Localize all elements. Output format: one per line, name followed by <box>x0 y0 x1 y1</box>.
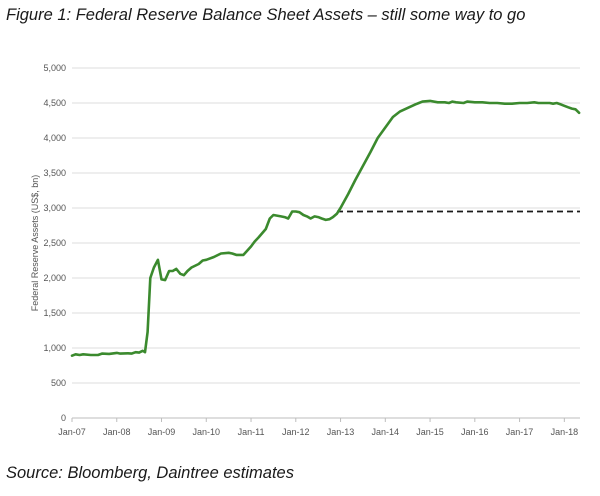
x-tick-label: Jan-14 <box>372 427 400 437</box>
x-tick-label: Jan-16 <box>461 427 489 437</box>
y-tick-label: 0 <box>61 413 66 423</box>
y-tick-label: 2,500 <box>43 238 66 248</box>
y-tick-label: 1,000 <box>43 343 66 353</box>
y-axis-title: Federal Reserve Assets (US$, bn) <box>30 175 40 312</box>
y-tick-label: 3,500 <box>43 168 66 178</box>
x-tick-label: Jan-08 <box>103 427 131 437</box>
figure-title: Figure 1: Federal Reserve Balance Sheet … <box>6 6 526 24</box>
y-tick-label: 5,000 <box>43 63 66 73</box>
x-tick-label: Jan-11 <box>238 427 265 437</box>
x-tick-labels: Jan-07 Jan-08 Jan-09 Jan-10 Jan-11 Jan-12 Jan-… <box>58 427 578 437</box>
y-tick-label: 2,000 <box>43 273 66 283</box>
y-tick-label: 1,500 <box>43 308 66 318</box>
x-tick-label: Jan-18 <box>551 427 579 437</box>
x-tick-label: Jan-12 <box>282 427 310 437</box>
y-tick-label: 4,000 <box>43 133 66 143</box>
x-tick-label: Jan-17 <box>506 427 534 437</box>
series-line-fed-assets <box>70 99 581 357</box>
y-tick-label: 4,500 <box>43 98 66 108</box>
x-tick-label: Jan-13 <box>327 427 355 437</box>
y-tick-label: 500 <box>51 378 66 388</box>
x-tick-label: Jan-10 <box>193 427 221 437</box>
figure-source: Source: Bloomberg, Daintree estimates <box>6 464 294 482</box>
y-tick-label: 3,000 <box>43 203 66 213</box>
y-tick-labels: 0 500 1,000 1,500 2,000 2,500 3,000 3,500 4,000 4… <box>43 63 66 423</box>
gridlines <box>72 67 580 384</box>
x-tick-label: Jan-09 <box>148 427 176 437</box>
x-tick-label: Jan-15 <box>416 427 444 437</box>
x-tick-label: Jan-07 <box>58 427 86 437</box>
axes <box>71 417 580 422</box>
